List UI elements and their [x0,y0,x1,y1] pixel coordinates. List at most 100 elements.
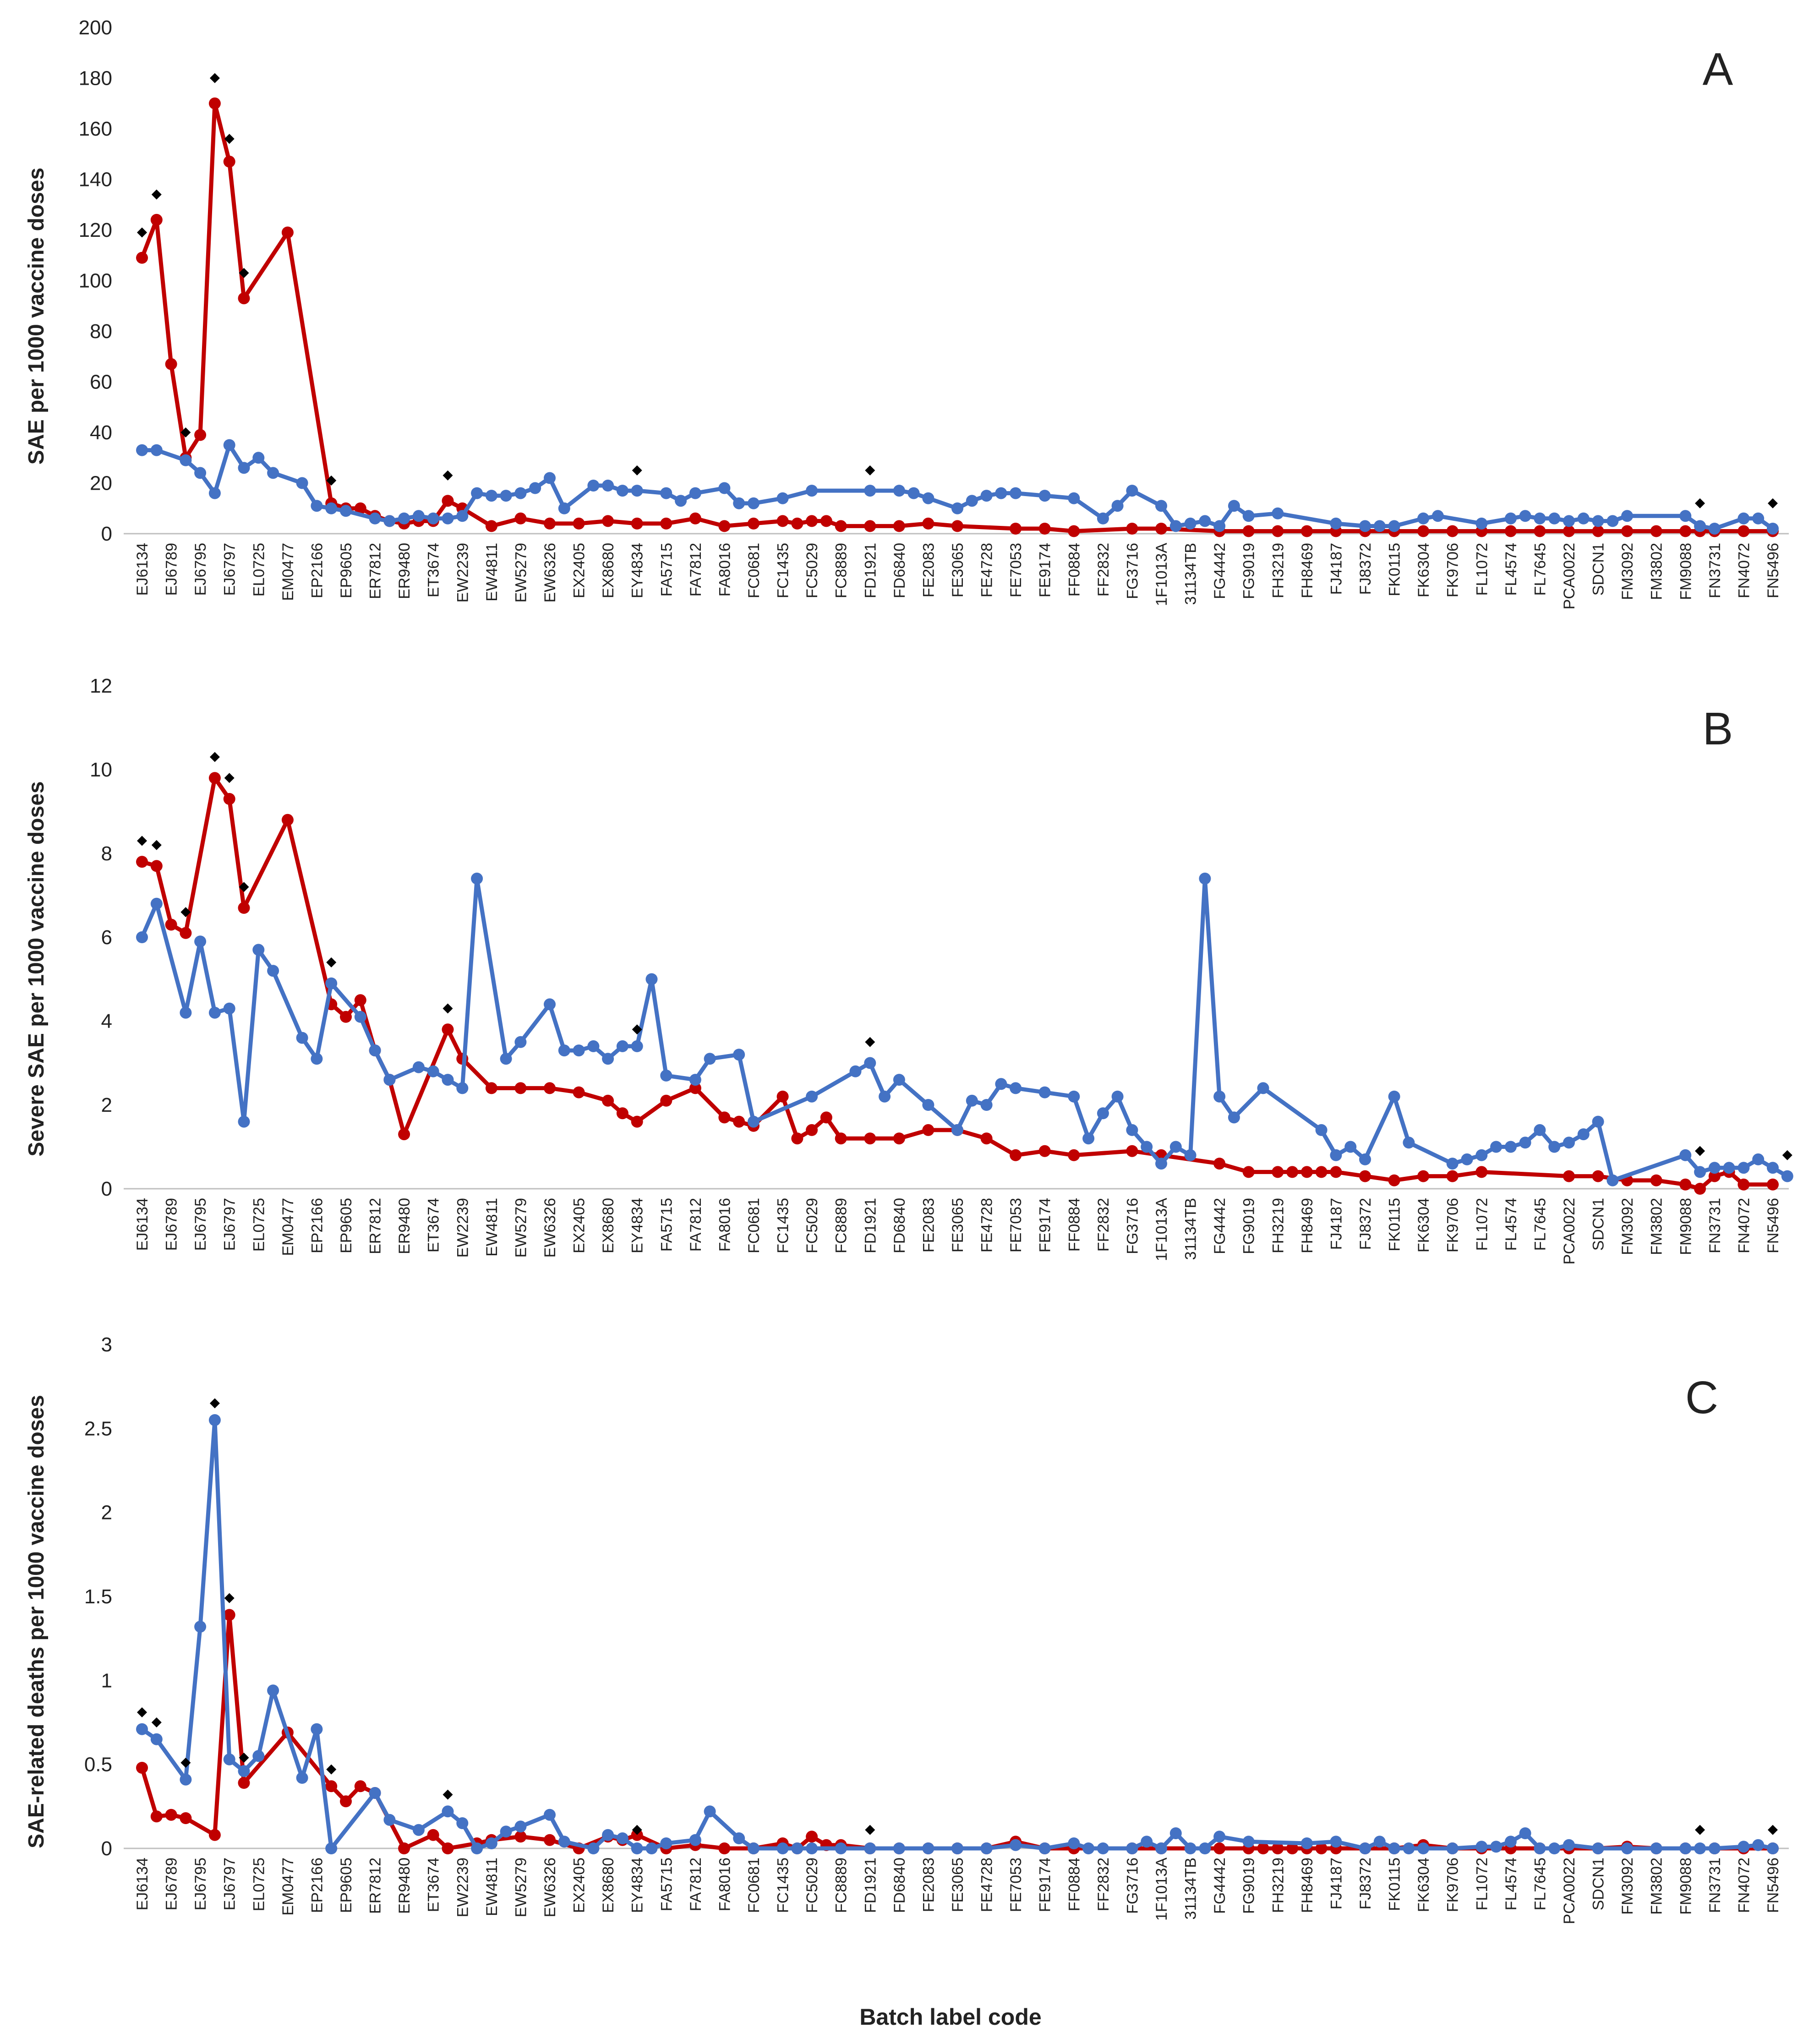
x-tick-label: SDCN1 [1590,1198,1607,1251]
data-point-blue [1068,1090,1080,1103]
x-tick-label: EW4811 [483,1198,501,1257]
x-tick-label: FG3716 [1124,1198,1141,1254]
x-tick-label: EW2239 [454,1858,471,1917]
x-tick-label: FJ4187 [1328,1858,1345,1909]
data-point-blue [631,485,643,497]
data-point-blue [1330,1836,1342,1848]
data-point-blue [442,1074,454,1086]
x-tick-label: FG4442 [1211,1198,1229,1254]
y-tick-label: 200 [79,16,112,39]
diamond-marker [1695,1146,1705,1156]
diamond-marker [209,73,220,83]
data-point-red [398,1842,410,1854]
x-tick-label: ER7812 [367,1198,384,1254]
data-point-blue [1737,1841,1750,1853]
x-tick-label: EX8680 [600,543,617,598]
data-point-blue [1126,1842,1138,1854]
x-tick-label: FF2832 [1095,1198,1112,1252]
data-point-red [1155,523,1167,535]
x-tick-label: FM3092 [1619,543,1636,600]
data-point-blue [311,500,323,512]
data-point-red [544,1082,556,1094]
data-point-red [208,1829,221,1841]
data-point-blue [1242,1836,1255,1848]
x-tick-label: FM9088 [1677,543,1694,600]
data-point-red [1213,1842,1226,1854]
data-point-blue [369,1787,381,1799]
data-point-red [1679,525,1692,537]
data-point-red [1359,1170,1371,1182]
x-tick-label: FJ8372 [1357,1858,1374,1909]
y-tick-label: 60 [90,371,112,393]
data-point-blue [267,467,279,479]
diamond-marker [865,1825,875,1835]
data-point-blue [1621,510,1634,522]
y-tick-label: 160 [79,118,112,140]
data-point-blue [1403,1842,1415,1854]
data-point-blue [1752,1153,1765,1165]
x-tick-label: 1F1013A [1153,1198,1170,1261]
x-tick-label: 31134TB [1182,1858,1200,1919]
data-point-red [1286,1166,1299,1178]
data-point-blue [1490,1141,1502,1153]
data-point-blue [223,1753,235,1765]
data-point-red [1330,1166,1342,1178]
x-tick-label: EW6326 [541,1858,559,1917]
x-tick-label: SDCN1 [1590,543,1607,596]
data-point-blue [1272,507,1284,519]
data-point-blue [748,497,759,509]
data-point-blue [1577,512,1590,525]
x-tick-label: FN3731 [1706,1858,1724,1913]
data-point-blue [150,897,163,910]
data-point-blue [325,1842,338,1854]
data-point-blue [1534,1124,1546,1136]
x-tick-label: FC1435 [775,543,792,598]
data-point-red [718,1111,731,1124]
x-tick-label: FA7812 [687,543,705,596]
data-point-blue [442,512,454,525]
data-point-blue [369,1044,381,1057]
data-point-red [1242,1166,1255,1178]
data-point-blue [1111,1090,1124,1103]
x-tick-label: EM0477 [279,1198,297,1256]
data-point-red [893,520,905,532]
x-tick-label: FN4072 [1735,1198,1753,1253]
data-point-blue [1577,1128,1590,1141]
data-point-red [776,515,789,527]
data-point-blue [1548,1141,1561,1153]
data-point-blue [806,1842,818,1854]
x-tick-label: FA5715 [658,1858,675,1911]
data-point-blue [951,1124,963,1136]
y-tick-label: 0 [101,1837,112,1860]
data-point-blue [951,1842,963,1854]
data-point-blue [412,510,425,522]
x-tick-label: FE3065 [949,1198,967,1252]
x-tick-label: EP2166 [308,1198,326,1253]
data-point-blue [485,490,497,502]
data-point-blue [1038,1842,1051,1854]
panel-b-ylabel: Severe SAE per 1000 vaccine doses [24,781,49,1156]
data-point-blue [529,482,541,494]
data-point-blue [427,512,439,525]
data-point-red [223,793,235,805]
data-point-blue [893,1842,905,1854]
data-point-blue [879,1090,891,1103]
data-point-blue [1737,1162,1750,1174]
x-tick-label: EX2405 [571,1858,588,1913]
data-point-blue [616,1040,628,1052]
data-point-blue [1169,1141,1182,1153]
data-point-red [631,517,643,530]
data-point-blue [544,998,556,1011]
data-point-red [238,292,250,305]
data-point-blue [194,935,207,948]
data-point-blue [223,439,235,451]
data-point-blue [922,1099,934,1111]
data-point-blue [1184,517,1197,530]
x-tick-label: FH3219 [1269,1198,1287,1253]
x-tick-label: FA7812 [687,1858,705,1911]
x-tick-label: FN4072 [1735,543,1753,598]
data-point-red [602,515,614,527]
x-tick-label: PCA0022 [1561,1198,1578,1265]
